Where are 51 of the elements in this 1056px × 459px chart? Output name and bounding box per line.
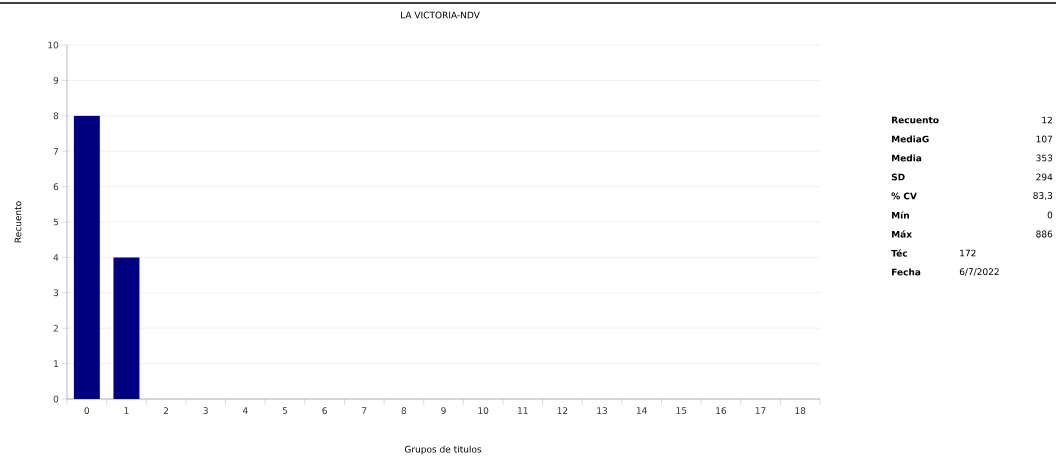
x-tick-label: 13 xyxy=(597,407,608,414)
x-tick-label: 6 xyxy=(322,407,327,414)
text: Mín xyxy=(892,211,909,219)
x-tick-label: 14 xyxy=(636,407,647,414)
x-tick-label: 18 xyxy=(795,407,806,414)
x-tick-label: 2 xyxy=(163,407,169,414)
text: 12 xyxy=(1042,116,1052,124)
text: 6/7/2022 xyxy=(959,268,999,276)
text: Fecha xyxy=(892,268,921,276)
x-tick-label: 7 xyxy=(362,407,367,414)
x-tick-label: 9 xyxy=(441,407,446,414)
y-tick-label: 6 xyxy=(53,183,59,190)
y-tick-label: 2 xyxy=(53,324,58,332)
x-tick-label: 1 xyxy=(124,407,129,414)
text: 0 xyxy=(1047,211,1053,219)
text: SD xyxy=(891,173,905,181)
y-axis-title: Recuento xyxy=(14,201,22,243)
x-tick-label: 10 xyxy=(478,407,489,414)
x-tick-label: 0 xyxy=(84,407,90,414)
y-tick-label: 10 xyxy=(48,41,59,49)
text: 83,3 xyxy=(1033,192,1053,200)
text: Téc xyxy=(891,249,907,257)
x-tick-label: 15 xyxy=(676,407,687,414)
text: 886 xyxy=(1036,230,1053,238)
y-tick-label: 0 xyxy=(53,395,59,403)
y-tick-label: 9 xyxy=(53,77,59,84)
chart-title: LA VICTORIA-NDV xyxy=(401,11,480,19)
x-tick-label: 8 xyxy=(401,407,407,414)
text: 294 xyxy=(1036,173,1053,181)
text: 172 xyxy=(960,249,976,257)
text: Media xyxy=(892,154,922,162)
x-tick-label: 16 xyxy=(716,407,727,414)
text: Máx xyxy=(892,230,912,238)
y-tick-label: 8 xyxy=(53,112,59,120)
y-tick-label: 3 xyxy=(53,289,59,297)
text: 107 xyxy=(1036,135,1053,143)
y-tick-label: 7 xyxy=(53,147,59,155)
x-tick-label: 4 xyxy=(242,407,248,414)
x-tick-label: 11 xyxy=(518,407,528,414)
y-tick-label: 5 xyxy=(53,218,59,226)
text: 353 xyxy=(1036,154,1053,162)
y-tick-label: 4 xyxy=(53,254,59,261)
text: MediaG xyxy=(892,135,929,143)
y-tick-label: 1 xyxy=(54,360,58,367)
x-tick-label: 17 xyxy=(755,407,766,414)
x-axis-title: Grupos de titulos xyxy=(404,445,482,455)
x-tick-label: 5 xyxy=(282,407,288,414)
text: Recuento xyxy=(892,116,939,124)
x-tick-label: 3 xyxy=(203,407,208,414)
x-tick-label: 12 xyxy=(557,407,568,414)
text: % CV xyxy=(891,192,917,200)
